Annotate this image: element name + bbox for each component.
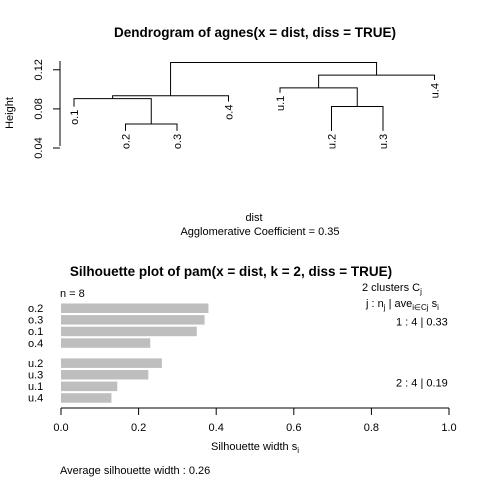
dendrogram-y-tick-label: 0.12	[33, 59, 45, 80]
dendrogram-link	[73, 98, 152, 125]
silhouette-x-tick-label: 1.0	[441, 422, 456, 434]
silhouette-bar	[61, 338, 151, 348]
silhouette-x-label: Silhouette width si	[211, 441, 299, 455]
dendrogram-leaf-label: u.2	[327, 134, 339, 149]
dendrogram-leaf-label: o.4	[224, 105, 236, 120]
agglomerative-coefficient: Agglomerative Coefficient = 0.35	[180, 226, 339, 238]
silhouette-cluster-summary: 1 : 4 | 0.33	[396, 317, 448, 329]
silhouette-category-label: u.1	[28, 381, 43, 393]
silhouette-n-label: n = 8	[60, 288, 85, 300]
dendrogram-link	[279, 87, 358, 107]
dendrogram-leaf-label: o.1	[69, 110, 81, 125]
silhouette-category-label: o.2	[28, 303, 43, 315]
dendrogram-leaf-label: u.4	[430, 83, 442, 98]
dendrogram-link	[125, 123, 178, 131]
silhouette-x-tick-label: 0.0	[53, 422, 68, 434]
silhouette-bar	[61, 358, 162, 368]
dendrogram-panel: Dendrogram of agnes(x = dist, diss = TRU…	[4, 25, 442, 238]
silhouette-x-ticks: 0.0 0.2 0.4 0.6 0.8 1.0	[53, 408, 457, 434]
silhouette-category-label: u.3	[28, 370, 43, 382]
dendrogram-leaf-labels: o.1 o.2 o.3 o.4 u.1 u.2 u.3 u.4	[69, 83, 442, 149]
dendrogram-y-tick-label: 0.04	[33, 137, 45, 158]
silhouette-title: Silhouette plot of pam(x = dist, k = 2, …	[70, 264, 392, 279]
dendrogram-y-ticks: 0.04 0.08 0.12	[33, 59, 60, 159]
dendrogram-title: Dendrogram of agnes(x = dist, diss = TRU…	[114, 25, 396, 40]
silhouette-x-tick-label: 0.4	[209, 422, 224, 434]
silhouette-category-labels: o.2o.3o.1o.4 u.2u.3u.1u.4	[28, 303, 43, 405]
silhouette-bar	[61, 326, 197, 337]
silhouette-category-label: o.1	[28, 326, 43, 338]
dendrogram-y-label: Height	[4, 97, 16, 129]
dendrogram-leaf-label: u.3	[378, 134, 390, 149]
silhouette-category-label: u.2	[28, 358, 43, 370]
silhouette-bar	[61, 393, 112, 403]
silhouette-x-tick-label: 0.2	[131, 422, 146, 434]
dendrogram-leaf-label: u.1	[275, 96, 287, 111]
silhouette-bar	[61, 381, 118, 392]
silhouette-x-tick-label: 0.6	[286, 422, 301, 434]
silhouette-clusters-label: 2 clusters Cj	[362, 282, 422, 296]
silhouette-bars	[61, 303, 209, 403]
silhouette-bar	[61, 303, 209, 313]
dendrogram-x-label: dist	[245, 212, 262, 224]
dendrogram-link	[170, 61, 378, 96]
silhouette-category-label: o.4	[28, 338, 43, 350]
silhouette-bar	[61, 315, 205, 325]
dendrogram-links	[73, 61, 435, 131]
silhouette-cluster-summaries: 1 : 4 | 0.33 2 : 4 | 0.19	[396, 317, 448, 390]
average-silhouette-width: Average silhouette width : 0.26	[60, 465, 210, 477]
dendrogram-link	[331, 105, 384, 131]
silhouette-category-label: u.4	[28, 393, 43, 405]
silhouette-x-tick-label: 0.8	[364, 422, 379, 434]
silhouette-panel: Silhouette plot of pam(x = dist, k = 2, …	[28, 264, 457, 477]
silhouette-bar	[61, 370, 149, 380]
dendrogram-leaf-label: o.3	[172, 134, 184, 149]
dendrogram-leaf-label: o.2	[121, 134, 133, 149]
silhouette-cluster-summary: 2 : 4 | 0.19	[396, 378, 448, 390]
dendrogram-y-tick-label: 0.08	[33, 98, 45, 119]
dendrogram-link	[318, 74, 435, 88]
silhouette-column-header: j : nj | avei∈Cj si	[365, 298, 439, 312]
silhouette-category-label: o.3	[28, 315, 43, 327]
